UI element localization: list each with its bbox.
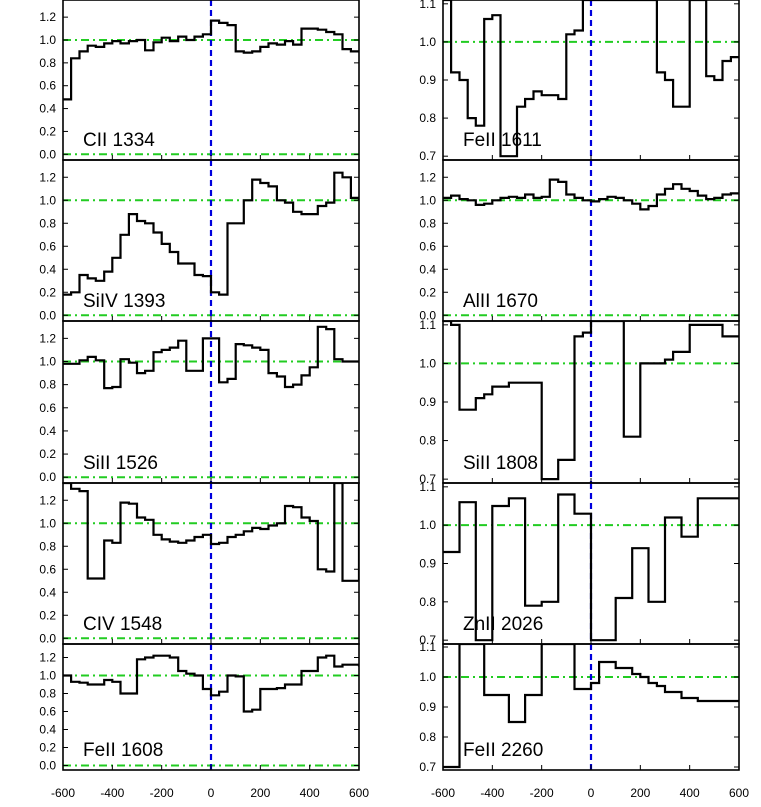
y-tick-label-siii-1808-0: 0.7: [419, 472, 436, 486]
y-tick-label-siii-1808-3: 1.0: [419, 356, 436, 370]
y-tick-label-znii-2026-0: 0.7: [419, 633, 436, 647]
ion-label-civ-1548: CIV 1548: [83, 614, 162, 635]
ion-label-alii-1670: AlII 1670: [463, 291, 538, 312]
x-tick-label-left-0: -600: [51, 786, 75, 800]
y-tick-label-feii-1608-4: 0.8: [39, 687, 56, 701]
y-tick-label-alii-1670-2: 0.4: [419, 262, 436, 276]
y-tick-label-alii-1670-3: 0.6: [419, 239, 436, 253]
x-tick-label-left-5: 400: [300, 786, 320, 800]
ion-label-feii-1608: FeII 1608: [83, 740, 163, 761]
y-tick-label-cii-1334-2: 0.4: [39, 102, 56, 116]
y-tick-label-feii-2260-0: 0.7: [419, 760, 436, 774]
y-tick-label-feii-1611-1: 0.8: [419, 111, 436, 125]
y-tick-label-feii-2260-3: 1.0: [419, 670, 436, 684]
y-tick-label-feii-1608-0: 0.0: [39, 759, 56, 773]
spectrum-siii-1808: [443, 321, 739, 481]
x-tick-label-right-5: 400: [680, 786, 700, 800]
y-tick-label-cii-1334-4: 0.8: [39, 56, 56, 70]
y-tick-label-civ-1548-4: 0.8: [39, 539, 56, 553]
y-tick-label-civ-1548-1: 0.2: [39, 608, 56, 622]
y-tick-label-siiv-1393-6: 1.2: [39, 170, 56, 184]
y-tick-label-siiv-1393-0: 0.0: [39, 308, 56, 322]
x-tick-label-right-4: 200: [630, 786, 650, 800]
y-tick-label-feii-1611-0: 0.7: [419, 149, 436, 163]
spectrum-civ-1548: [63, 483, 359, 582]
y-tick-label-feii-2260-2: 0.9: [419, 700, 436, 714]
y-tick-label-civ-1548-2: 0.4: [39, 585, 56, 599]
y-tick-label-alii-1670-4: 0.8: [419, 216, 436, 230]
ion-label-feii-1611: FeII 1611: [463, 130, 542, 151]
y-tick-label-siii-1526-4: 0.8: [39, 378, 56, 392]
x-tick-label-left-2: -200: [150, 786, 174, 800]
y-tick-label-cii-1334-3: 0.6: [39, 79, 56, 93]
y-tick-label-siiv-1393-1: 0.2: [39, 285, 56, 299]
y-tick-label-siiv-1393-2: 0.4: [39, 262, 56, 276]
y-tick-label-siii-1808-4: 1.1: [419, 318, 436, 332]
x-tick-label-right-2: -200: [530, 786, 554, 800]
spectrum-cii-1334: [63, 19, 359, 101]
y-tick-label-siii-1526-0: 0.0: [39, 470, 56, 484]
spectrum-siiv-1393: [63, 171, 359, 296]
y-tick-label-civ-1548-3: 0.6: [39, 562, 56, 576]
y-tick-label-alii-1670-0: 0.0: [419, 308, 436, 322]
spectrum-znii-2026: [443, 493, 739, 642]
y-tick-label-feii-1611-3: 1.0: [419, 35, 436, 49]
y-tick-label-siii-1808-2: 0.9: [419, 395, 436, 409]
y-tick-label-siii-1526-1: 0.2: [39, 447, 56, 461]
ion-label-cii-1334: CII 1334: [83, 130, 155, 151]
spectrum-feii-1611: [443, 0, 739, 158]
y-tick-label-siii-1808-1: 0.8: [419, 434, 436, 448]
y-tick-label-znii-2026-2: 0.9: [419, 557, 436, 571]
y-tick-label-civ-1548-5: 1.0: [39, 516, 56, 530]
y-tick-label-feii-2260-1: 0.8: [419, 730, 436, 744]
x-tick-label-right-0: -600: [431, 786, 455, 800]
x-tick-label-left-1: -400: [100, 786, 124, 800]
y-tick-label-feii-1608-1: 0.2: [39, 741, 56, 755]
x-tick-label-right-1: -400: [480, 786, 504, 800]
y-tick-label-siii-1526-6: 1.2: [39, 331, 56, 345]
x-tick-label-right-6: 600: [729, 786, 749, 800]
y-tick-label-alii-1670-5: 1.0: [419, 193, 436, 207]
y-tick-label-cii-1334-0: 0.0: [39, 147, 56, 161]
x-tick-label-right-3: 0: [588, 786, 595, 800]
y-tick-label-civ-1548-0: 0.0: [39, 631, 56, 645]
y-tick-label-alii-1670-1: 0.2: [419, 285, 436, 299]
spectrum-siii-1526: [63, 325, 359, 390]
y-tick-label-feii-1608-2: 0.4: [39, 723, 56, 737]
y-tick-label-feii-1611-2: 0.9: [419, 73, 436, 87]
y-tick-label-cii-1334-6: 1.2: [39, 10, 56, 24]
ion-label-siii-1526: SiII 1526: [83, 453, 158, 474]
y-tick-label-civ-1548-6: 1.2: [39, 493, 56, 507]
spectrum-alii-1670: [443, 178, 739, 211]
y-tick-label-siii-1526-5: 1.0: [39, 355, 56, 369]
y-tick-label-cii-1334-5: 1.0: [39, 33, 56, 47]
ion-label-znii-2026: ZnII 2026: [463, 614, 543, 635]
y-tick-label-feii-1608-5: 1.0: [39, 669, 56, 683]
y-tick-label-siiv-1393-5: 1.0: [39, 193, 56, 207]
ion-label-siii-1808: SiII 1808: [463, 453, 538, 474]
y-tick-label-siii-1526-2: 0.4: [39, 424, 56, 438]
x-tick-label-left-6: 600: [349, 786, 369, 800]
x-tick-label-left-4: 200: [250, 786, 270, 800]
y-tick-label-znii-2026-1: 0.8: [419, 595, 436, 609]
y-tick-label-znii-2026-3: 1.0: [419, 518, 436, 532]
ion-label-siiv-1393: SiIV 1393: [83, 291, 165, 312]
ion-label-feii-2260: FeII 2260: [463, 740, 543, 761]
y-tick-label-siii-1526-3: 0.6: [39, 401, 56, 415]
x-tick-label-left-3: 0: [208, 786, 215, 800]
y-tick-label-alii-1670-6: 1.2: [419, 170, 436, 184]
y-tick-label-feii-2260-4: 1.1: [419, 640, 436, 654]
y-tick-label-cii-1334-1: 0.2: [39, 124, 56, 138]
spectrum-feii-1608: [63, 654, 359, 713]
y-tick-label-feii-1608-6: 1.2: [39, 651, 56, 665]
y-tick-label-feii-1611-4: 1.1: [419, 0, 436, 11]
y-tick-label-siiv-1393-3: 0.6: [39, 239, 56, 253]
y-tick-label-feii-1608-3: 0.6: [39, 705, 56, 719]
y-tick-label-znii-2026-4: 1.1: [419, 480, 436, 494]
y-tick-label-siiv-1393-4: 0.8: [39, 216, 56, 230]
spectrum-feii-2260: [443, 644, 739, 769]
